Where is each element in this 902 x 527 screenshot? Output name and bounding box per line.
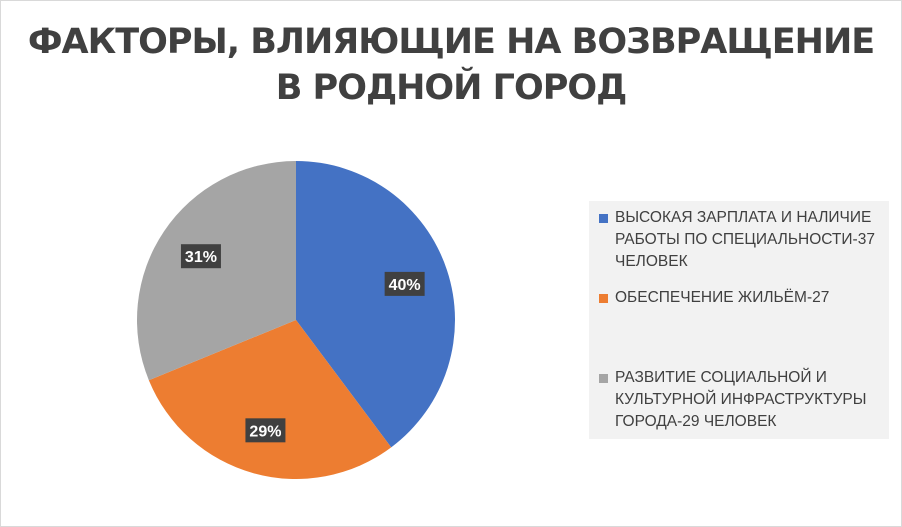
data-label-bg-salary xyxy=(384,271,425,296)
legend-swatch-salary xyxy=(599,214,608,223)
legend-swatch-housing xyxy=(599,294,608,303)
data-label-bg-housing xyxy=(245,418,286,443)
legend-item-salary: ВЫСОКАЯ ЗАРПЛАТА И НАЛИЧИЕ РАБОТЫ ПО СПЕ… xyxy=(599,207,884,273)
data-label-text-housing: 29% xyxy=(249,423,281,440)
data-label-bg-infrastructure xyxy=(180,244,221,269)
legend: ВЫСОКАЯ ЗАРПЛАТА И НАЛИЧИЕ РАБОТЫ ПО СПЕ… xyxy=(589,201,889,439)
legend-label-infrastructure: РАЗВИТИЕ СОЦИАЛЬНОЙ И КУЛЬТУРНОЙ ИНФРАСТ… xyxy=(615,369,867,430)
chart-title-line-1: ФАКТОРЫ, ВЛИЯЮЩИЕ НА ВОЗВРАЩЕНИЕ xyxy=(27,22,875,62)
data-label-text-infrastructure: 31% xyxy=(185,249,217,266)
pie-slices xyxy=(137,161,456,479)
pie-slice-salary xyxy=(296,161,456,448)
pie-slice-housing xyxy=(148,320,392,479)
data-label-text-salary: 40% xyxy=(389,277,421,294)
legend-item-housing: ОБЕСПЕЧЕНИЕ ЖИЛЬЁМ-27 xyxy=(599,287,884,309)
data-label-infrastructure: 31% xyxy=(180,244,221,269)
data-label-salary: 40% xyxy=(384,271,425,296)
legend-label-salary: ВЫСОКАЯ ЗАРПЛАТА И НАЛИЧИЕ РАБОТЫ ПО СПЕ… xyxy=(615,209,875,270)
data-label-housing: 29% xyxy=(245,418,286,443)
legend-swatch-infrastructure xyxy=(599,374,608,383)
chart-title-line-2: В РОДНОЙ ГОРОД xyxy=(275,68,628,108)
chart-title: ФАКТОРЫ, ВЛИЯЮЩИЕ НА ВОЗВРАЩЕНИЕ В РОДНО… xyxy=(1,19,901,111)
pie-slice-infrastructure xyxy=(137,161,296,381)
legend-item-infrastructure: РАЗВИТИЕ СОЦИАЛЬНОЙ И КУЛЬТУРНОЙ ИНФРАСТ… xyxy=(599,367,884,433)
pie-data-labels: 40% 29% 31% xyxy=(180,244,425,443)
legend-label-housing: ОБЕСПЕЧЕНИЕ ЖИЛЬЁМ-27 xyxy=(615,289,830,306)
